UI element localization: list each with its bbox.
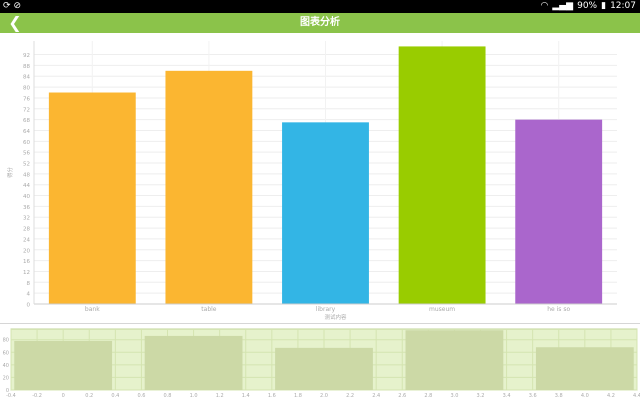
bar-library bbox=[282, 122, 369, 304]
signal-icon: ▂▄▆ bbox=[552, 1, 574, 11]
clock: 12:07 bbox=[610, 1, 636, 11]
y-tick-label: 72 bbox=[23, 107, 30, 113]
y-tick-label: 92 bbox=[23, 53, 30, 59]
y-tick-label: 0 bbox=[6, 388, 9, 394]
y-tick-label: 40 bbox=[3, 363, 9, 369]
y-tick-label: 48 bbox=[23, 172, 30, 178]
x-tick-label: 3.0 bbox=[450, 393, 458, 399]
x-tick-label: -0.4 bbox=[6, 393, 16, 399]
bar-museum bbox=[398, 46, 486, 305]
y-tick-label: 56 bbox=[23, 151, 30, 157]
x-tick-label: 3.6 bbox=[529, 393, 537, 399]
x-tick-label: 2.0 bbox=[320, 393, 328, 399]
x-tick-label: 1.0 bbox=[190, 393, 198, 399]
navigator-bar bbox=[144, 335, 243, 390]
y-tick-label: 20 bbox=[3, 375, 9, 381]
y-tick-label: 52 bbox=[23, 162, 30, 168]
y-tick-label: 16 bbox=[23, 259, 30, 265]
y-tick-label: 12 bbox=[23, 270, 30, 276]
y-tick-label: 80 bbox=[3, 338, 9, 344]
back-button[interactable]: ❮ bbox=[6, 13, 24, 33]
y-tick-label: 76 bbox=[23, 96, 30, 102]
y-tick-label: 80 bbox=[23, 86, 30, 92]
x-tick-label: he is so bbox=[547, 306, 570, 313]
x-tick-label: 3.4 bbox=[503, 393, 511, 399]
y-tick-label: 20 bbox=[23, 248, 30, 254]
sync-icon: ⟳ bbox=[3, 1, 11, 11]
y-tick-label: 60 bbox=[23, 140, 30, 146]
y-tick-label: 4 bbox=[27, 292, 31, 298]
x-tick-label: 1.4 bbox=[242, 393, 250, 399]
y-tick-label: 88 bbox=[23, 64, 30, 70]
x-tick-label: 4.2 bbox=[607, 393, 615, 399]
x-tick-label: 1.2 bbox=[216, 393, 224, 399]
page-title: 图表分析 bbox=[300, 17, 340, 28]
main-bar-chart: 0481216202428323640444852566064687276808… bbox=[6, 41, 617, 321]
navigator-bar bbox=[14, 340, 113, 390]
x-tick-label: museum bbox=[429, 306, 455, 313]
x-tick-label: library bbox=[316, 306, 336, 313]
x-tick-label: 0.6 bbox=[137, 393, 145, 399]
y-tick-label: 32 bbox=[23, 216, 30, 222]
y-tick-label: 0 bbox=[27, 303, 31, 309]
navigator-bar bbox=[275, 347, 373, 390]
wifi-icon: ◠ bbox=[540, 1, 549, 11]
y-tick-label: 36 bbox=[23, 205, 30, 211]
y-tick-label: 40 bbox=[23, 194, 30, 200]
x-tick-label: 0.2 bbox=[85, 393, 93, 399]
x-tick-label: 0 bbox=[62, 393, 65, 399]
x-tick-label: 0.4 bbox=[111, 393, 119, 399]
x-tick-label: 3.8 bbox=[555, 393, 563, 399]
y-tick-label: 84 bbox=[23, 75, 30, 81]
navigator-bar bbox=[405, 330, 504, 390]
battery-level: 90% bbox=[577, 1, 598, 11]
battery-icon: ▮ bbox=[601, 1, 607, 11]
x-tick-label: 0.8 bbox=[164, 393, 172, 399]
y-axis-title: 得分 bbox=[6, 167, 14, 179]
blocked-icon: ⊘ bbox=[13, 1, 22, 11]
x-tick-label: 4.4 bbox=[633, 393, 640, 399]
x-tick-label: 4.0 bbox=[581, 393, 589, 399]
bar-table bbox=[165, 70, 253, 304]
y-tick-label: 8 bbox=[27, 281, 31, 287]
y-tick-label: 68 bbox=[23, 118, 30, 124]
navigator-chart[interactable]: 0 20 40 60 80 -0.4 -0.2 0 0.2 0.4 0.6 0.8 1.0 1.2 1.4 1… bbox=[0, 324, 640, 400]
y-tick-label: 24 bbox=[23, 237, 30, 243]
x-tick-label: 2.4 bbox=[372, 393, 380, 399]
x-axis-title: 测试内容 bbox=[324, 313, 347, 321]
bar-bank bbox=[48, 92, 136, 304]
bar-he-is-so bbox=[515, 119, 603, 304]
x-tick-label: -0.2 bbox=[32, 393, 42, 399]
x-tick-label: table bbox=[201, 306, 217, 313]
x-tick-label: 1.6 bbox=[268, 393, 276, 399]
divider bbox=[0, 323, 640, 324]
x-tick-label: 3.2 bbox=[477, 393, 485, 399]
y-tick-label: 64 bbox=[23, 129, 30, 135]
x-tick-label: 2.6 bbox=[398, 393, 406, 399]
y-tick-label: 60 bbox=[3, 350, 9, 356]
x-tick-label: 2.2 bbox=[346, 393, 354, 399]
y-tick-label: 28 bbox=[23, 227, 30, 233]
x-tick-label: 1.8 bbox=[294, 393, 302, 399]
x-tick-label: 2.8 bbox=[424, 393, 432, 399]
chevron-left-icon: ❮ bbox=[8, 13, 22, 32]
status-bar: ⟳ ⊘ ◠ ▂▄▆ 90% ▮ 12:07 bbox=[0, 0, 640, 13]
y-tick-label: 44 bbox=[23, 183, 30, 189]
navigator-bar bbox=[535, 347, 634, 390]
app-bar: ❮ 图表分析 bbox=[0, 13, 640, 33]
x-tick-label: bank bbox=[85, 306, 100, 313]
